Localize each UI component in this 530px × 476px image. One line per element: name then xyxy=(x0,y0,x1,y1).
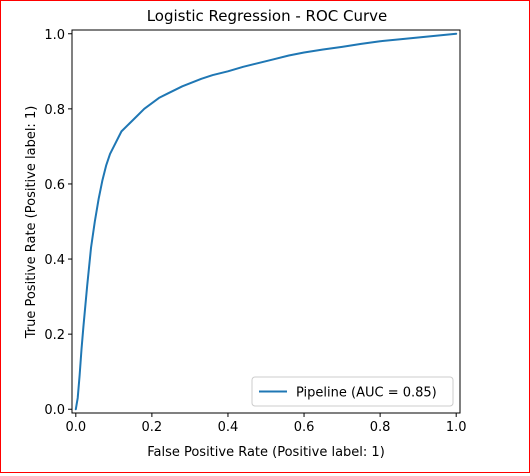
y-tick-label: 0.2 xyxy=(44,328,65,343)
x-tick-label: 1.0 xyxy=(446,420,467,435)
y-axis-label: True Positive Rate (Positive label: 1) xyxy=(24,106,39,340)
y-tick-label: 1.0 xyxy=(44,28,65,43)
chart-title: Logistic Regression - ROC Curve xyxy=(147,7,388,25)
legend-label: Pipeline (AUC = 0.85) xyxy=(296,386,437,401)
y-tick-label: 0.4 xyxy=(44,253,65,268)
y-tick-label: 0.0 xyxy=(44,403,65,418)
y-tick-label: 0.8 xyxy=(44,103,65,118)
plot-frame xyxy=(71,29,461,414)
x-tick-label: 0.2 xyxy=(142,420,163,435)
y-tick-label: 0.6 xyxy=(44,178,65,193)
x-tick-label: 0.8 xyxy=(370,420,391,435)
plot-area: 0.0 0.2 0.4 0.6 0.8 1.0 0.0 0.2 0.4 0.6 0.8 1.0 Pipe… xyxy=(44,28,466,435)
x-tick-label: 0.6 xyxy=(294,420,315,435)
x-tick-label: 0.0 xyxy=(65,420,86,435)
roc-curve-line xyxy=(74,32,458,411)
x-axis-label: False Positive Rate (Positive label: 1) xyxy=(147,445,385,460)
legend-box xyxy=(251,376,454,407)
x-tick-label: 0.4 xyxy=(218,420,239,435)
